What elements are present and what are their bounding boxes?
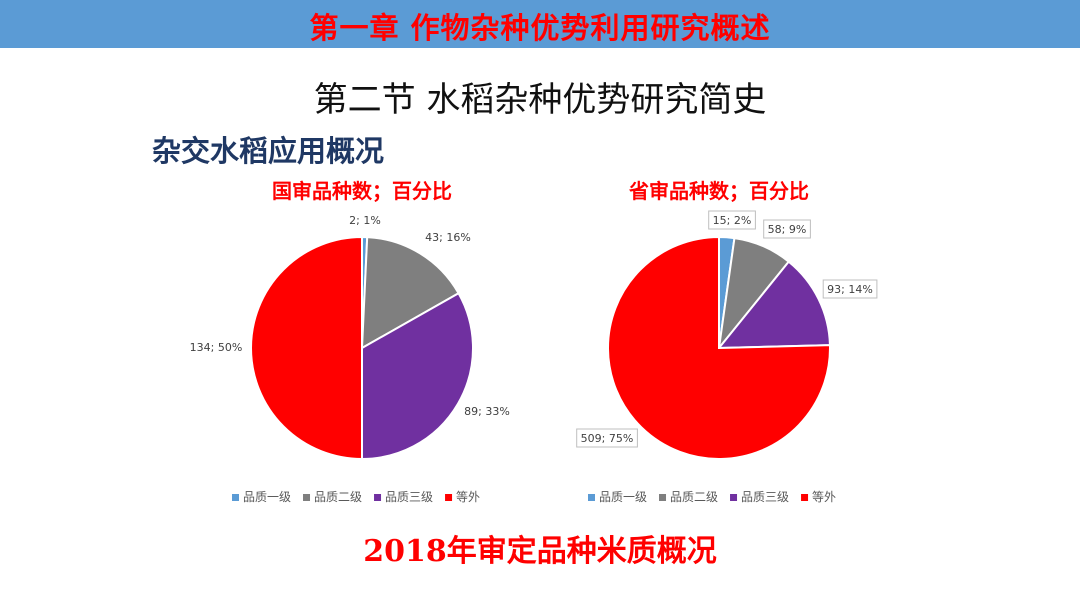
pie-slice: [716, 260, 831, 350]
legend-label: 品质三级: [385, 490, 433, 504]
chart-title: 国审品种数；百分比: [272, 179, 452, 203]
data-label: 15; 2%: [713, 214, 752, 227]
pie-slice: [360, 236, 460, 350]
legend-label: 等外: [812, 490, 836, 504]
section-title: 第二节 水稻杂种优势研究简史: [313, 80, 767, 120]
data-label-box: [576, 428, 638, 448]
legend-swatch: [659, 494, 667, 501]
data-label-box: [822, 279, 878, 299]
chart-title: 省审品种数；百分比: [628, 179, 809, 203]
subtitle: 杂交水稻应用概况: [152, 134, 385, 168]
pie-slice: [250, 235, 363, 461]
data-label: 134; 50%: [190, 341, 243, 354]
header-banner: 第一章 作物杂种优势利用研究概述: [0, 0, 1080, 48]
legend-label: 品质三级: [741, 490, 789, 504]
data-label: 2; 1%: [349, 214, 381, 227]
legend-swatch: [801, 494, 809, 501]
legend-swatch: [588, 494, 595, 501]
data-label: 58; 9%: [768, 223, 807, 236]
data-label-box: [708, 210, 756, 230]
legend-swatch: [374, 494, 382, 501]
legend-swatch: [730, 494, 738, 501]
legend-label: 品质二级: [670, 490, 718, 504]
data-label: 89; 33%: [464, 405, 510, 418]
pie-chart-1: 国审品种数；百分比 2; 1% 43; 16% 89; 33% 134; 50% 品质一级…: [190, 179, 510, 504]
pie-charts: 国审品种数；百分比 2; 1% 43; 16% 89; 33% 134; 50% 品质一级…: [190, 179, 878, 504]
legend-label: 等外: [456, 490, 480, 504]
legend-label: 品质一级: [599, 490, 647, 504]
data-label: 43; 16%: [425, 231, 471, 244]
legend-swatch: [445, 494, 453, 501]
legend-label: 品质一级: [243, 490, 291, 504]
legend-label: 品质二级: [314, 490, 362, 504]
legend-swatch: [303, 494, 311, 501]
data-label-box: [763, 219, 811, 239]
data-label: 93; 14%: [827, 283, 873, 296]
data-label: 509; 75%: [581, 432, 634, 445]
chapter-title: 第一章 作物杂种优势利用研究概述: [309, 11, 771, 45]
pie-chart-2: 省审品种数；百分比 15; 2% 58; 9% 93; 14% 509; 75% 品质一级…: [576, 179, 878, 504]
legend-swatch: [232, 494, 239, 501]
pie-slice: [607, 235, 831, 460]
footer-title: 2018年审定品种米质概况: [363, 534, 717, 569]
pie-slice: [361, 291, 474, 461]
